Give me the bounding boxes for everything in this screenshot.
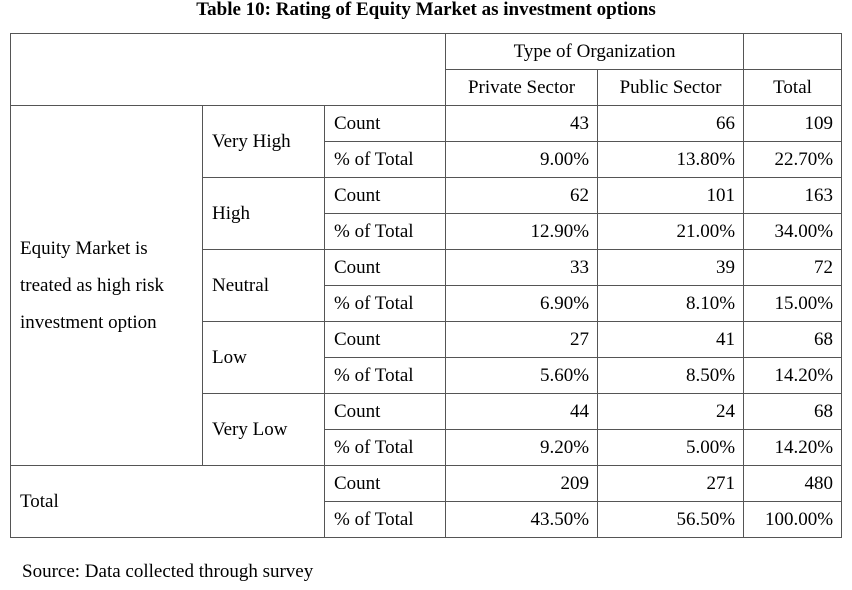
- value-cell: 22.70%: [743, 141, 843, 178]
- value-cell: 13.80%: [597, 141, 745, 178]
- table-row: % of Total 43.50% 56.50% 100.00%: [11, 501, 843, 538]
- value-cell: 100.00%: [743, 501, 843, 538]
- measure-cell: % of Total: [323, 285, 447, 322]
- value-cell: 8.50%: [597, 357, 745, 394]
- table-row: % of Total 6.90% 8.10% 15.00%: [11, 285, 843, 322]
- table-row: Private Sector Public Sector Total: [11, 69, 843, 106]
- table-title: Table 10: Rating of Equity Market as inv…: [196, 0, 656, 20]
- measure-cell: % of Total: [323, 213, 447, 250]
- value-cell: 271: [597, 465, 745, 502]
- group-header: Type of Organization: [445, 33, 745, 70]
- value-cell: 480: [743, 465, 843, 502]
- row-label: Equity Market is treated as high risk in…: [10, 105, 203, 466]
- table-row: % of Total 5.60% 8.50% 14.20%: [11, 357, 843, 394]
- value-cell: 39: [597, 249, 745, 286]
- empty-cell: [743, 33, 843, 70]
- table-row: % of Total 9.20% 5.00% 14.20%: [11, 429, 843, 466]
- group-label: Very Low: [202, 393, 325, 466]
- source-note: Source: Data collected through survey: [22, 561, 314, 582]
- measure-cell: % of Total: [323, 501, 447, 538]
- value-cell: 43.50%: [445, 501, 599, 538]
- value-cell: 34.00%: [743, 213, 843, 250]
- table-row: High Count 62 101 163: [11, 177, 843, 250]
- empty-cell: [9, 33, 447, 106]
- value-cell: 43: [445, 105, 599, 142]
- value-cell: 41: [597, 321, 745, 358]
- table-row: % of Total 12.90% 21.00% 34.00%: [11, 213, 843, 250]
- value-cell: 101: [597, 177, 745, 214]
- value-cell: 62: [445, 177, 599, 214]
- value-cell: 6.90%: [445, 285, 599, 322]
- table-row: Equity Market is treated as high risk in…: [10, 105, 843, 466]
- measure-cell: Count: [323, 177, 447, 214]
- value-cell: 9.00%: [445, 141, 599, 178]
- group-label: Neutral: [202, 249, 325, 322]
- measure-cell: % of Total: [323, 357, 447, 394]
- column-header: Public Sector: [597, 69, 745, 106]
- value-cell: 15.00%: [743, 285, 843, 322]
- measure-cell: Count: [323, 105, 447, 142]
- value-cell: 12.90%: [445, 213, 599, 250]
- column-header: Total: [743, 69, 843, 106]
- value-cell: 27: [445, 321, 599, 358]
- measure-cell: Count: [323, 393, 447, 430]
- table-row: Low Count 27 41 68: [11, 321, 843, 394]
- column-header: Private Sector: [445, 69, 599, 106]
- table-row: % of Total 9.00% 13.80% 22.70%: [11, 141, 843, 178]
- value-cell: 68: [743, 321, 843, 358]
- group-label: Low: [202, 321, 325, 394]
- measure-cell: % of Total: [323, 429, 447, 466]
- measure-cell: Count: [323, 321, 447, 358]
- value-cell: 68: [743, 393, 843, 430]
- value-cell: 5.00%: [597, 429, 745, 466]
- value-cell: 5.60%: [445, 357, 599, 394]
- value-cell: 109: [743, 105, 843, 142]
- data-table: Type of Organization Private Sector Public…: [9, 33, 843, 538]
- value-cell: 209: [445, 465, 599, 502]
- value-cell: 9.20%: [445, 429, 599, 466]
- measure-cell: Count: [323, 249, 447, 286]
- table-row: Type of Organization: [9, 33, 843, 106]
- value-cell: 21.00%: [597, 213, 745, 250]
- table-row: Neutral Count 33 39 72: [11, 249, 843, 322]
- total-label: Total: [10, 465, 325, 538]
- value-cell: 56.50%: [597, 501, 745, 538]
- value-cell: 163: [743, 177, 843, 214]
- measure-cell: % of Total: [323, 141, 447, 178]
- value-cell: 72: [743, 249, 843, 286]
- value-cell: 8.10%: [597, 285, 745, 322]
- value-cell: 14.20%: [743, 429, 843, 466]
- table-row: Total Count 209 271 480: [10, 465, 843, 538]
- value-cell: 14.20%: [743, 357, 843, 394]
- value-cell: 44: [445, 393, 599, 430]
- value-cell: 33: [445, 249, 599, 286]
- group-label: Very High: [202, 105, 325, 178]
- measure-cell: Count: [323, 465, 447, 502]
- value-cell: 66: [597, 105, 745, 142]
- group-label: High: [202, 177, 325, 250]
- value-cell: 24: [597, 393, 745, 430]
